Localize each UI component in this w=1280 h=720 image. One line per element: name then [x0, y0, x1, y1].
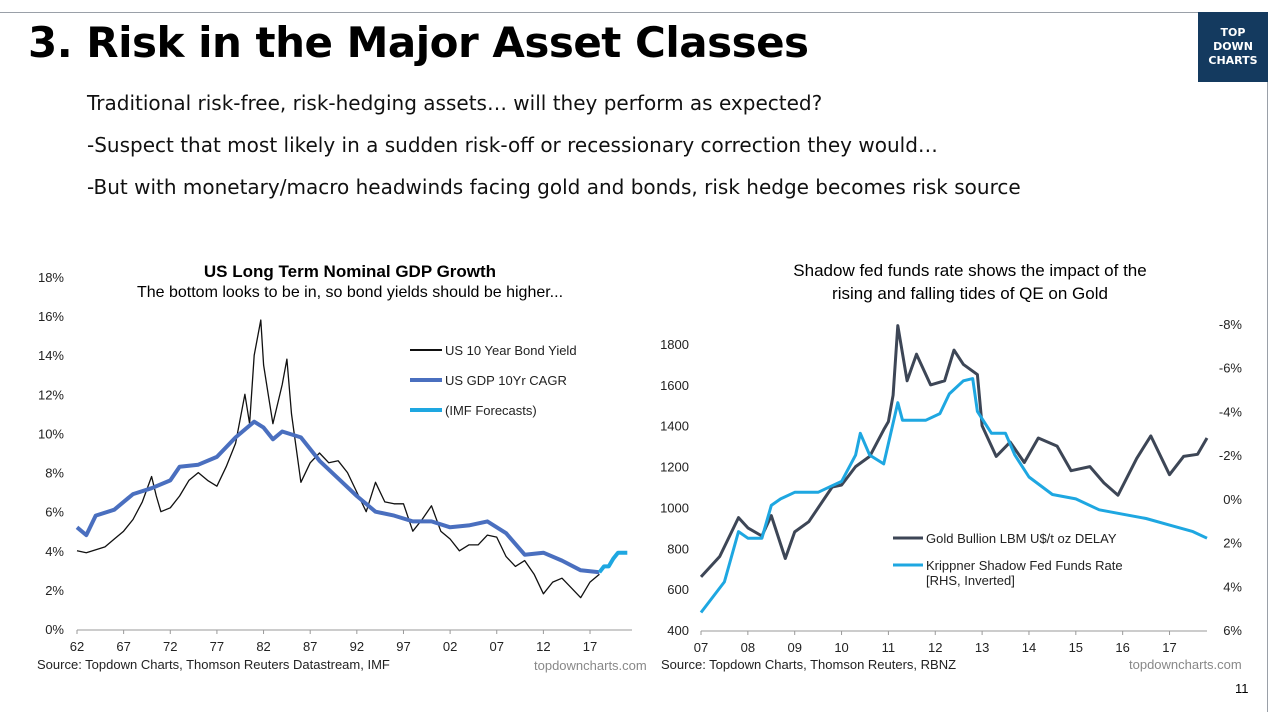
logo-line: TOP: [1220, 26, 1246, 39]
series-line-0: [699, 324, 1209, 578]
legend-label: US 10 Year Bond Yield: [445, 343, 577, 358]
bullet-text: -But with monetary/macro headwinds facin…: [87, 175, 1021, 199]
series-line-0: [76, 319, 600, 599]
page-number: 11: [1235, 681, 1249, 696]
y-tick-label: 6%: [45, 505, 64, 520]
y-tick-label: 1800: [660, 337, 689, 352]
y-tick-label: 10%: [38, 426, 64, 441]
y2-tick-label: 4%: [1223, 579, 1242, 594]
y2-tick-label: 0%: [1223, 492, 1242, 507]
x-tick-label: 10: [834, 640, 848, 655]
logo-line: DOWN: [1213, 40, 1253, 53]
x-tick-label: 16: [1115, 640, 1129, 655]
x-tick-label: 09: [787, 640, 801, 655]
y-tick-label: 8%: [45, 466, 64, 481]
x-tick-label: 92: [350, 639, 364, 654]
y-tick-label: 1200: [660, 460, 689, 475]
x-tick-label: 87: [303, 639, 317, 654]
chart1-title: US Long Term Nominal GDP Growth: [203, 262, 497, 281]
y-tick-label: 400: [667, 623, 689, 638]
y-tick-label: 1600: [660, 378, 689, 393]
x-tick-label: 13: [975, 640, 989, 655]
chart2-title-line2: rising and falling tides of QE on Gold: [832, 284, 1108, 303]
bullet-text: Traditional risk-free, risk-hedging asse…: [87, 91, 823, 115]
series-line-1: [699, 377, 1208, 614]
y2-tick-label: -2%: [1219, 448, 1243, 463]
y-tick-label: 16%: [38, 309, 64, 324]
y-tick-label: 4%: [45, 544, 64, 559]
x-tick-label: 15: [1069, 640, 1083, 655]
chart1-subtitle: The bottom looks to be in, so bond yield…: [136, 284, 564, 301]
x-tick-label: 07: [490, 639, 504, 654]
y2-tick-label: -8%: [1219, 317, 1243, 332]
y-tick-label: 14%: [38, 348, 64, 363]
x-tick-label: 97: [396, 639, 410, 654]
legend-label: Krippner Shadow Fed Funds Rate: [926, 558, 1123, 573]
x-tick-label: 17: [1162, 640, 1176, 655]
slide-title: 3. Risk in the Major Asset Classes: [28, 18, 809, 67]
y2-tick-label: -6%: [1219, 361, 1243, 376]
x-tick-label: 72: [163, 639, 177, 654]
chart1-source: Source: Topdown Charts, Thomson Reuters …: [37, 657, 390, 672]
x-tick-label: 12: [536, 639, 550, 654]
legend-label: (IMF Forecasts): [445, 403, 537, 418]
slide-border: [1267, 12, 1268, 712]
y-tick-label: 800: [667, 541, 689, 556]
y-tick-label: 2%: [45, 583, 64, 598]
series-line-2: [597, 550, 628, 574]
y2-tick-label: -4%: [1219, 404, 1243, 419]
topdown-charts-logo: TOP DOWN CHARTS: [1198, 12, 1268, 82]
chart2-watermark: topdowncharts.com: [1129, 657, 1242, 672]
x-tick-label: 08: [741, 640, 755, 655]
x-tick-label: 82: [256, 639, 270, 654]
legend-label: US GDP 10Yr CAGR: [445, 373, 567, 388]
chart1-watermark: topdowncharts.com: [534, 658, 647, 673]
y-tick-label: 18%: [38, 270, 64, 285]
y-tick-label: 600: [667, 582, 689, 597]
slide-border: [0, 12, 1268, 13]
x-tick-label: 77: [210, 639, 224, 654]
x-tick-label: 07: [694, 640, 708, 655]
y-tick-label: 1000: [660, 500, 689, 515]
y-tick-label: 1400: [660, 419, 689, 434]
bullet-text: -Suspect that most likely in a sudden ri…: [87, 133, 938, 157]
series-line-1: [75, 419, 600, 575]
x-tick-label: 67: [116, 639, 130, 654]
legend-label-line2: [RHS, Inverted]: [926, 573, 1015, 588]
y2-tick-label: 6%: [1223, 623, 1242, 638]
chart2-title-line1: Shadow fed funds rate shows the impact o…: [793, 261, 1147, 280]
x-tick-label: 14: [1022, 640, 1036, 655]
x-tick-label: 17: [583, 639, 597, 654]
y2-tick-label: 2%: [1223, 536, 1242, 551]
x-tick-label: 12: [928, 640, 942, 655]
chart2-source: Source: Topdown Charts, Thomson Reuters,…: [661, 657, 957, 672]
y-tick-label: 12%: [38, 387, 64, 402]
x-tick-label: 02: [443, 639, 457, 654]
x-tick-label: 11: [882, 640, 896, 655]
legend-label: Gold Bullion LBM U$/t oz DELAY: [926, 531, 1117, 546]
x-tick-label: 62: [70, 639, 84, 654]
y-tick-label: 0%: [45, 622, 64, 637]
logo-line: CHARTS: [1208, 54, 1258, 67]
